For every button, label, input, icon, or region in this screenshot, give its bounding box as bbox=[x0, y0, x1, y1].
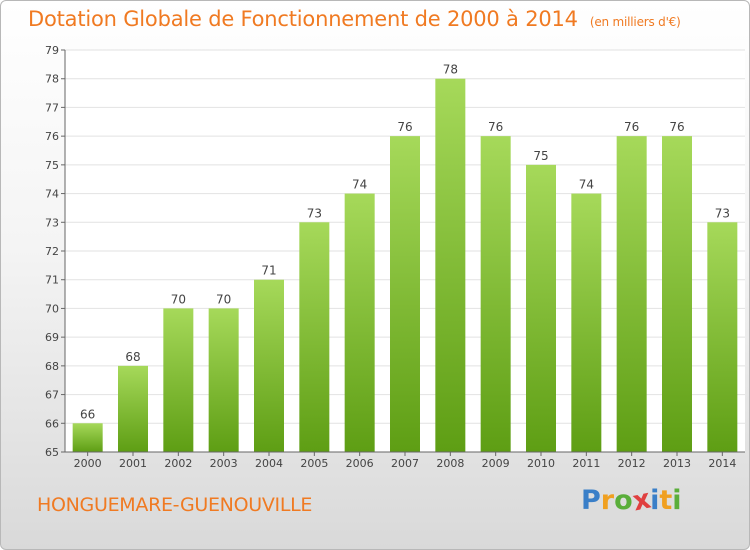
y-tick-label: 65 bbox=[45, 446, 59, 459]
bar-2007 bbox=[390, 136, 420, 452]
bar-2009 bbox=[480, 136, 511, 452]
bar-2001 bbox=[118, 365, 148, 452]
logo-letter: t bbox=[659, 485, 673, 516]
y-tick-label: 68 bbox=[45, 360, 59, 373]
y-tick-label: 70 bbox=[45, 302, 59, 315]
y-tick-label: 75 bbox=[45, 159, 59, 172]
data-label: 70 bbox=[171, 292, 186, 306]
commune-name: HONGUEMARE-GUENOUVILLE bbox=[37, 494, 313, 516]
x-tick-label: 2012 bbox=[618, 457, 646, 470]
data-label: 75 bbox=[533, 149, 548, 163]
data-label: 76 bbox=[624, 120, 639, 134]
x-tick-label: 2013 bbox=[663, 457, 691, 470]
proxiti-logo: Proxiti bbox=[581, 484, 682, 518]
y-tick-label: 78 bbox=[45, 73, 59, 86]
y-tick-label: 76 bbox=[45, 130, 59, 143]
bar-2005 bbox=[299, 222, 330, 452]
bar-2000 bbox=[72, 423, 103, 452]
data-label: 74 bbox=[579, 178, 594, 192]
bar-2002 bbox=[163, 308, 194, 452]
x-tick-label: 2005 bbox=[300, 457, 328, 470]
data-label: 71 bbox=[261, 264, 276, 278]
y-tick-label: 74 bbox=[45, 188, 59, 201]
chart-title-text: Dotation Globale de Fonctionnement de 20… bbox=[28, 7, 578, 31]
y-tick-label: 67 bbox=[45, 389, 59, 402]
chart-subtitle: (en milliers d'€) bbox=[589, 15, 681, 29]
x-tick-label: 2002 bbox=[164, 457, 192, 470]
y-axis: 65 66 67 68 69 70 71 72 73 74 75 76 77 78 79 bbox=[45, 44, 65, 459]
bar-2014 bbox=[707, 222, 738, 452]
data-label: 78 bbox=[443, 63, 458, 77]
x-axis: 2000 2001 2002 2003 2004 2005 2006 2007 2008 2009… bbox=[74, 452, 736, 470]
data-label: 76 bbox=[669, 120, 684, 134]
x-tick-label: 2007 bbox=[391, 457, 419, 470]
data-label: 73 bbox=[715, 206, 730, 220]
logo-letter: o bbox=[614, 485, 633, 516]
x-tick-label: 2001 bbox=[119, 457, 147, 470]
x-tick-label: 2008 bbox=[436, 457, 464, 470]
x-tick-label: 2003 bbox=[210, 457, 238, 470]
x-tick-label: 2011 bbox=[572, 457, 600, 470]
chart-title: Dotation Globale de Fonctionnement de 20… bbox=[28, 7, 681, 31]
logo-letter: P bbox=[581, 485, 601, 516]
x-tick-label: 2010 bbox=[527, 457, 555, 470]
bars: 66 68 70 70 71 73 74 76 78 76 75 74 76 76 73 bbox=[72, 63, 738, 453]
x-tick-label: 2000 bbox=[74, 457, 102, 470]
x-tick-label: 2004 bbox=[255, 457, 283, 470]
bar-2008 bbox=[435, 78, 466, 452]
y-tick-label: 73 bbox=[45, 216, 59, 229]
x-tick-label: 2006 bbox=[346, 457, 374, 470]
x-tick-label: 2014 bbox=[708, 457, 736, 470]
logo-letter: i bbox=[672, 485, 682, 516]
logo-letter: i bbox=[650, 485, 660, 516]
y-tick-label: 79 bbox=[45, 44, 59, 57]
data-label: 76 bbox=[397, 120, 412, 134]
data-label: 70 bbox=[216, 292, 231, 306]
bar-2013 bbox=[662, 136, 692, 452]
y-tick-label: 66 bbox=[45, 417, 59, 430]
bar-2010 bbox=[526, 164, 556, 452]
data-label: 66 bbox=[80, 407, 95, 421]
bar-2006 bbox=[344, 193, 375, 453]
x-tick-label: 2009 bbox=[482, 457, 510, 470]
y-tick-label: 71 bbox=[45, 274, 59, 287]
y-tick-label: 77 bbox=[45, 101, 59, 114]
bar-2004 bbox=[254, 279, 284, 452]
logo-letter: r bbox=[600, 485, 615, 516]
bar-2003 bbox=[208, 308, 239, 452]
data-label: 68 bbox=[125, 350, 140, 364]
data-label: 73 bbox=[307, 206, 322, 220]
bar-2011 bbox=[571, 193, 602, 453]
y-tick-label: 69 bbox=[45, 331, 59, 344]
data-label: 74 bbox=[352, 178, 367, 192]
data-label: 76 bbox=[488, 120, 503, 134]
y-tick-label: 72 bbox=[45, 245, 59, 258]
bar-2012 bbox=[616, 136, 647, 452]
